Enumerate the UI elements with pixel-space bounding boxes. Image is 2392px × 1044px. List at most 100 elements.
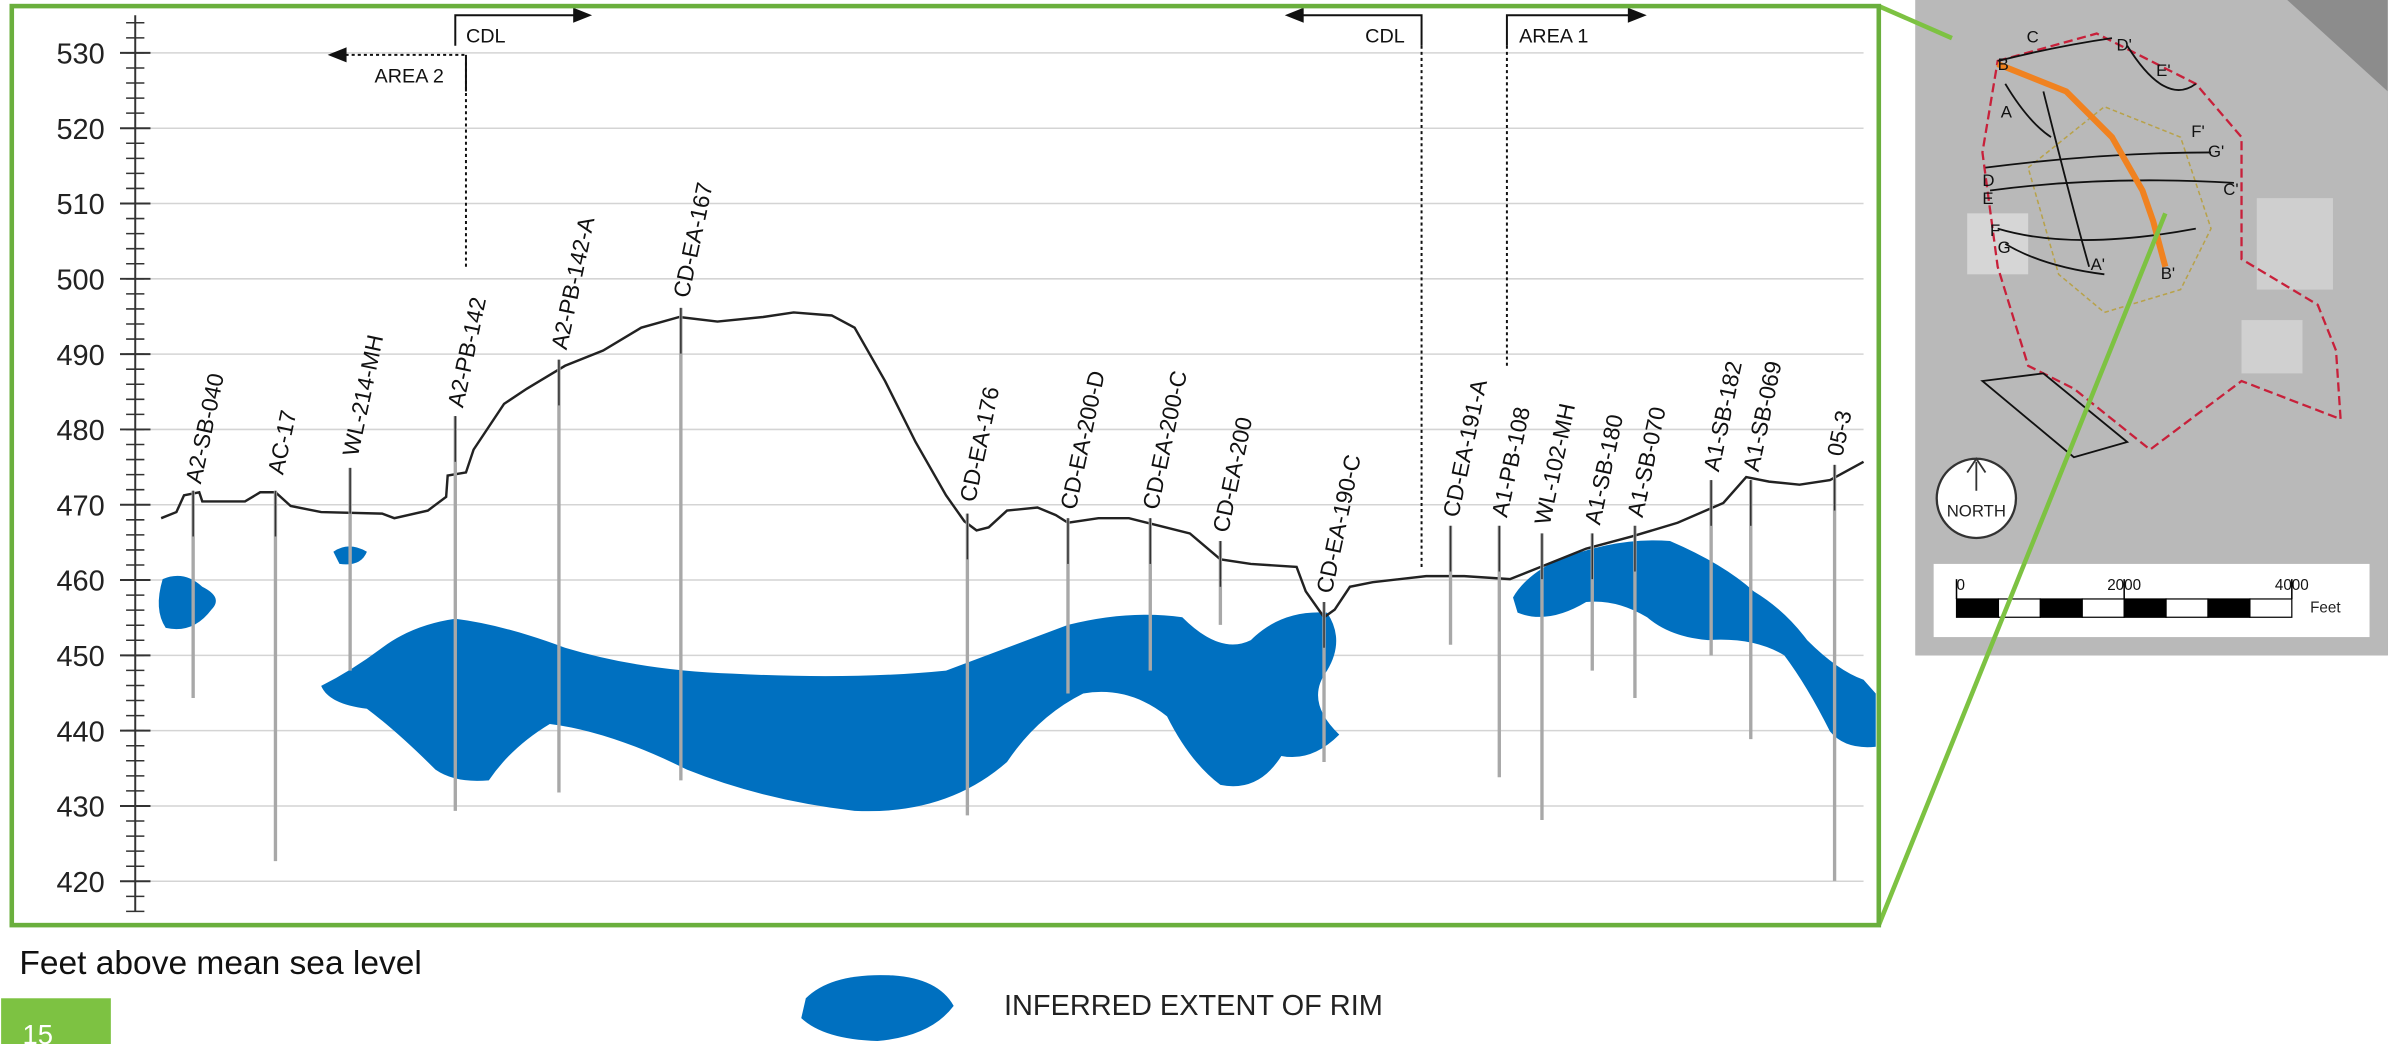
section-letter: B' <box>2161 264 2175 283</box>
scale-segment <box>2249 598 2293 618</box>
rim-extent <box>158 575 216 630</box>
y-tick-label: 520 <box>56 114 104 146</box>
building <box>2241 320 2303 374</box>
boring-label: WL-102-MH <box>1529 401 1580 527</box>
page-number-badge <box>1 998 111 1044</box>
section-line <box>2004 83 2052 138</box>
zone-markers <box>327 7 1647 567</box>
scale-tick-label: 4000 <box>2275 577 2309 594</box>
scale-tick-label: 0 <box>1957 577 1965 594</box>
zone-bracket <box>1296 14 1423 46</box>
zone-label: AREA 1 <box>1519 26 1588 48</box>
ground-surface <box>160 311 1865 619</box>
boring-label: CD-EA-190-C <box>1311 452 1366 595</box>
y-tick-label: 470 <box>56 490 104 522</box>
y-tick-label: 430 <box>56 792 104 824</box>
boring-label: A1-SB-069 <box>1738 359 1787 474</box>
section-letter: D <box>1982 171 1994 190</box>
y-tick-label: 440 <box>56 716 104 748</box>
y-axis: 420 430 440 450 460 470 480 490 500 510 520 530 <box>56 15 151 913</box>
scale-segment <box>2165 598 2209 618</box>
boring-label: AC-17 <box>263 408 302 477</box>
legend-swatch <box>801 975 954 1041</box>
y-tick-label: 480 <box>56 415 104 447</box>
area-outline <box>2027 105 2212 314</box>
y-tick-label: 490 <box>56 340 104 372</box>
selected-section <box>1996 61 2169 268</box>
y-tick-label: 500 <box>56 264 104 296</box>
borings: A2-SB-040 AC-17 WL-214-MH A2-PB-142 A2-PB-14… <box>180 180 1857 881</box>
y-tick-label: 450 <box>56 641 104 673</box>
legend-label: INFERRED EXTENT OF RIM <box>1004 990 1383 1022</box>
zone-label: CDL <box>1365 26 1405 48</box>
section-line <box>1989 179 2234 192</box>
scale-segment <box>2039 598 2083 618</box>
scale-segment <box>1955 598 2000 618</box>
scale-segment <box>2207 598 2251 618</box>
boring-label: WL-214-MH <box>337 332 388 458</box>
section-letter: E' <box>2156 61 2170 80</box>
zone-label: AREA 2 <box>375 65 444 87</box>
section-line <box>2042 91 2090 267</box>
section-letter: E <box>1982 189 1993 208</box>
boring-label: CD-EA-191-A <box>1438 376 1493 519</box>
section-line <box>1985 151 2212 169</box>
section-frame <box>9 3 1882 928</box>
section-letter: B <box>1998 55 2009 74</box>
site-boundary <box>1981 32 2342 452</box>
y-axis-caption: Feet above mean sea level <box>19 945 421 982</box>
connector <box>1876 212 2168 926</box>
rim-extent <box>321 612 1340 812</box>
section-letter: D' <box>2117 35 2132 54</box>
section-letter: C' <box>2223 180 2238 199</box>
section-letter: C <box>2027 28 2039 47</box>
boring-label: CD-EA-167 <box>668 180 718 300</box>
boring-label: CD-EA-200-C <box>1137 368 1192 511</box>
y-tick-label: 460 <box>56 566 104 598</box>
scale-segment <box>2081 598 2125 618</box>
scale-tick-label: 2000 <box>2107 577 2141 594</box>
scale-segment <box>2123 598 2167 618</box>
section-letter: G <box>1998 238 2011 257</box>
section-line <box>2126 45 2197 91</box>
scale-unit: Feet <box>2310 600 2341 617</box>
page-number: 15 <box>22 1019 53 1044</box>
boring-label: A2-PB-142 <box>442 295 491 410</box>
section-letter: F <box>1990 221 2000 240</box>
section-lines <box>1980 37 2234 459</box>
zone-bracket <box>454 14 581 46</box>
boring-label: A2-SB-040 <box>180 371 229 486</box>
boring-label: A1-SB-070 <box>1622 404 1671 519</box>
boring-label: A2-PB-142-A <box>546 214 600 352</box>
section-letter: A' <box>2091 255 2105 274</box>
section-line <box>2004 243 2105 276</box>
boring-label: CD-EA-200 <box>1207 415 1257 535</box>
y-tick-label: 530 <box>56 39 104 71</box>
zone-label: CDL <box>466 26 506 48</box>
building <box>2256 198 2333 290</box>
y-tick-label: 510 <box>56 189 104 221</box>
zone-bracket <box>1505 14 1635 46</box>
arrowhead <box>573 7 593 23</box>
arrowhead <box>1284 7 1304 23</box>
boring-label: A1-PB-108 <box>1486 404 1535 519</box>
section-letter: F' <box>2191 122 2204 141</box>
section-line <box>1997 227 2196 241</box>
boring-label: CD-EA-176 <box>954 384 1004 504</box>
section-letter: A <box>2001 102 2013 121</box>
y-tick-label: 420 <box>56 867 104 899</box>
connector <box>1877 4 1953 41</box>
parcel <box>1980 372 2130 459</box>
boring-label: CD-EA-200-D <box>1055 368 1110 511</box>
north-label: NORTH <box>1947 502 2006 521</box>
rim-extent <box>1513 540 1876 748</box>
north-arrow-head <box>1966 457 1987 473</box>
arrowhead <box>327 47 347 63</box>
section-letter: G' <box>2208 142 2224 161</box>
aerial <box>1915 0 2388 656</box>
section-line <box>1997 37 2113 62</box>
